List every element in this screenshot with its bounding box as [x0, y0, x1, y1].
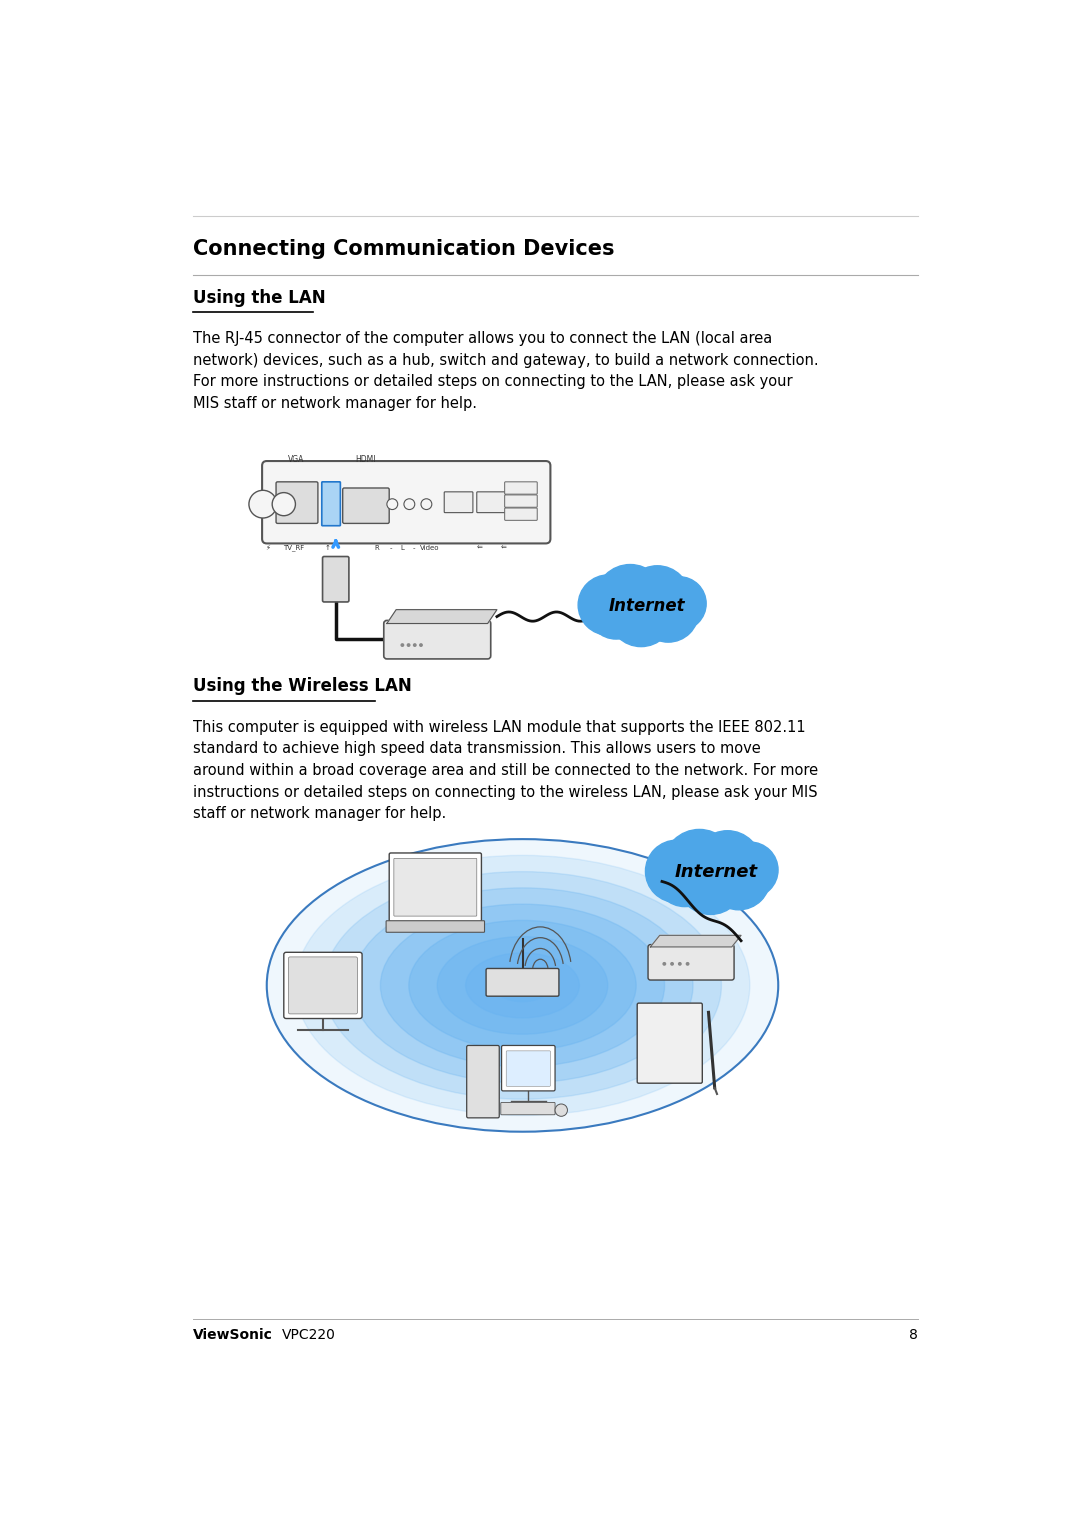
FancyBboxPatch shape	[262, 461, 551, 544]
Circle shape	[686, 962, 689, 965]
Text: -: -	[390, 545, 392, 552]
FancyBboxPatch shape	[383, 620, 490, 659]
FancyBboxPatch shape	[504, 483, 537, 495]
Text: Connecting Communication Devices: Connecting Communication Devices	[193, 239, 615, 259]
Ellipse shape	[409, 921, 636, 1051]
FancyBboxPatch shape	[444, 492, 473, 513]
FancyBboxPatch shape	[387, 921, 485, 933]
FancyBboxPatch shape	[637, 1003, 702, 1083]
Circle shape	[413, 643, 417, 647]
Circle shape	[656, 849, 714, 907]
FancyBboxPatch shape	[276, 483, 318, 524]
Circle shape	[404, 499, 415, 510]
Circle shape	[638, 582, 699, 642]
Circle shape	[578, 574, 639, 636]
Text: This computer is equipped with wireless LAN module that supports the IEEE 802.11: This computer is equipped with wireless …	[193, 720, 819, 821]
Text: L: L	[401, 545, 404, 552]
Circle shape	[721, 843, 778, 898]
Circle shape	[387, 499, 397, 510]
FancyBboxPatch shape	[648, 945, 734, 980]
FancyBboxPatch shape	[394, 858, 476, 916]
Circle shape	[670, 962, 674, 965]
Circle shape	[700, 873, 721, 895]
Circle shape	[631, 607, 652, 628]
Circle shape	[595, 564, 665, 634]
Circle shape	[646, 840, 708, 902]
Circle shape	[693, 830, 761, 898]
Ellipse shape	[295, 855, 750, 1115]
Circle shape	[678, 962, 681, 965]
FancyBboxPatch shape	[323, 556, 349, 602]
Text: R: R	[375, 545, 379, 552]
FancyBboxPatch shape	[467, 1045, 499, 1118]
Circle shape	[608, 582, 674, 647]
Circle shape	[662, 962, 666, 965]
Ellipse shape	[437, 936, 608, 1034]
Ellipse shape	[465, 953, 579, 1017]
FancyBboxPatch shape	[501, 1045, 555, 1091]
Text: 8: 8	[909, 1328, 918, 1342]
Text: Internet: Internet	[608, 597, 685, 614]
Ellipse shape	[267, 840, 779, 1132]
Text: The RJ-45 connector of the computer allows you to connect the LAN (local area
ne: The RJ-45 connector of the computer allo…	[193, 331, 819, 411]
FancyBboxPatch shape	[288, 958, 357, 1014]
Circle shape	[401, 643, 404, 647]
Circle shape	[421, 499, 432, 510]
FancyBboxPatch shape	[504, 509, 537, 521]
Circle shape	[407, 643, 410, 647]
FancyBboxPatch shape	[389, 853, 482, 922]
FancyBboxPatch shape	[284, 953, 362, 1019]
Text: ⇐: ⇐	[500, 545, 507, 552]
Circle shape	[625, 565, 690, 631]
Text: -: -	[413, 545, 415, 552]
Text: Using the LAN: Using the LAN	[193, 288, 326, 306]
FancyBboxPatch shape	[507, 1051, 551, 1086]
Text: ⚡: ⚡	[265, 545, 270, 552]
Text: TV_RF: TV_RF	[283, 545, 305, 552]
Circle shape	[419, 643, 423, 647]
Circle shape	[677, 847, 744, 915]
Circle shape	[272, 493, 296, 516]
Text: Video: Video	[420, 545, 440, 552]
Text: HDMI: HDMI	[355, 455, 376, 464]
Ellipse shape	[494, 970, 551, 1002]
FancyBboxPatch shape	[504, 495, 537, 507]
Circle shape	[248, 490, 276, 518]
Polygon shape	[387, 610, 497, 624]
Text: ViewSonic: ViewSonic	[193, 1328, 273, 1342]
Text: ⇐: ⇐	[477, 545, 483, 552]
FancyBboxPatch shape	[486, 968, 559, 996]
FancyBboxPatch shape	[342, 489, 389, 524]
Text: VPC220: VPC220	[282, 1328, 336, 1342]
Ellipse shape	[324, 872, 721, 1098]
Polygon shape	[650, 936, 741, 947]
Text: ↑: ↑	[324, 545, 330, 552]
Ellipse shape	[380, 904, 664, 1066]
FancyBboxPatch shape	[476, 492, 505, 513]
Circle shape	[663, 829, 735, 901]
Circle shape	[652, 576, 706, 631]
Circle shape	[588, 584, 645, 639]
Circle shape	[555, 1105, 567, 1117]
Ellipse shape	[352, 889, 693, 1083]
Text: VGA: VGA	[288, 455, 305, 464]
Circle shape	[707, 847, 770, 910]
Text: Using the Wireless LAN: Using the Wireless LAN	[193, 677, 411, 696]
FancyBboxPatch shape	[501, 1103, 555, 1115]
Text: Internet: Internet	[675, 864, 758, 881]
FancyBboxPatch shape	[322, 483, 340, 525]
